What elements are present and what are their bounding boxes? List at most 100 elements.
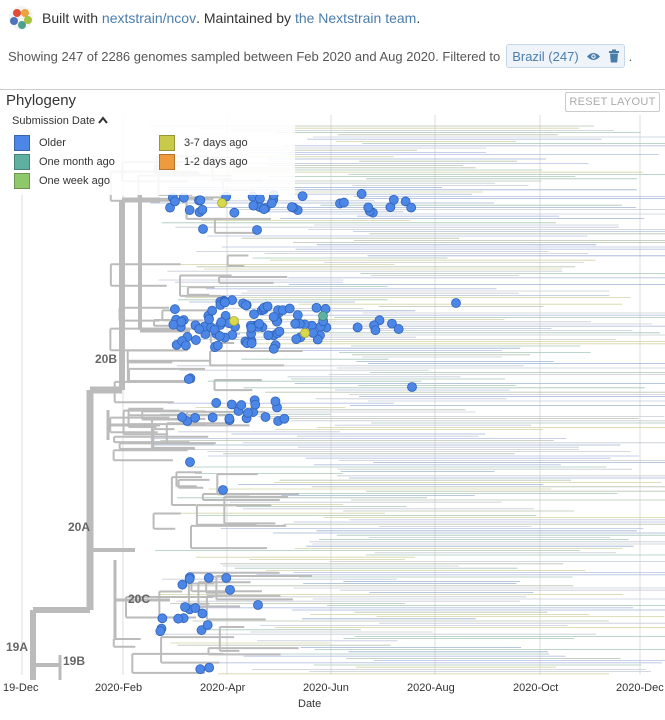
tip-circle	[249, 309, 259, 320]
date-tick-label: 19-Dec	[3, 682, 39, 694]
tip-circle	[236, 400, 247, 410]
tip-circle	[218, 485, 228, 495]
date-tick-label: 2020-Apr	[200, 682, 246, 694]
tip-circle	[197, 608, 208, 619]
axis-label: Date	[298, 698, 321, 710]
tip-circle	[224, 413, 235, 424]
legend-item-older[interactable]: Older	[14, 135, 66, 151]
clade-label: 20C	[128, 592, 150, 606]
filter-badge[interactable]: Brazil (247)	[506, 44, 625, 68]
legend-swatch	[14, 173, 30, 189]
legend-item-label: 1-2 days ago	[184, 156, 248, 168]
tip-circle	[184, 574, 195, 584]
tip-circle	[290, 318, 301, 329]
tip-circle	[177, 412, 187, 423]
legend-item-one-month[interactable]: One month ago	[14, 154, 115, 170]
tip-circle	[157, 613, 168, 624]
tip-circle	[252, 225, 262, 235]
tip-circle	[312, 334, 323, 345]
tip-circle	[284, 303, 295, 314]
tip-circle	[248, 200, 259, 211]
tip-circle	[209, 324, 220, 335]
built-with-text: Built with	[42, 10, 99, 26]
tip-circle	[198, 224, 208, 234]
date-tick-label: 2020-Jun	[303, 682, 349, 694]
tip-circle	[207, 305, 218, 316]
panel-divider	[0, 89, 665, 90]
trash-icon[interactable]	[604, 46, 624, 66]
tip-circle	[181, 340, 191, 351]
date-tick-label: 2020-Aug	[407, 682, 455, 694]
tip-circle	[266, 198, 277, 209]
tip-circle	[406, 202, 417, 213]
tip-circle	[287, 202, 297, 212]
legend-swatch	[14, 154, 30, 170]
tip-circle	[155, 626, 166, 637]
app-header: Built with nextstrain/ncov. Maintained b…	[8, 4, 420, 32]
tip-circle	[197, 204, 208, 215]
tip-circle	[216, 317, 227, 328]
tip-circle	[388, 194, 399, 205]
tip-circle	[229, 207, 240, 218]
tip-circle	[190, 412, 201, 423]
tip-circle	[173, 613, 184, 624]
tip-circle	[177, 579, 188, 590]
team-link[interactable]: the Nextstrain team	[294, 10, 417, 26]
legend-title: Submission Date	[12, 115, 96, 127]
tip-circle	[194, 324, 205, 335]
tip-circle	[176, 316, 187, 327]
legend-item-3-7-days[interactable]: 3-7 days ago	[159, 135, 248, 151]
tip-circle-recent	[217, 198, 227, 208]
build-link[interactable]: nextstrain/ncov	[101, 10, 197, 26]
tip-circle	[279, 413, 290, 424]
tip-circle	[211, 398, 222, 408]
phylogeny-tree[interactable]: 20B 20A 20C 19A 19B 19-Dec 2020-Feb 2020-Apr 202…	[0, 115, 665, 720]
summary-text: Showing 247 of 2286 genomes sampled betw…	[8, 48, 501, 64]
legend-swatch	[14, 135, 30, 151]
tip-circle	[180, 602, 190, 612]
tip-circle	[220, 297, 230, 308]
tip-circle	[183, 374, 194, 384]
maintained-by-text: . Maintained by	[196, 10, 292, 26]
tip-circle	[226, 399, 237, 410]
eye-icon[interactable]	[584, 46, 604, 66]
tip-circle	[241, 300, 251, 311]
tip-circle	[262, 301, 273, 312]
tip-circle	[207, 412, 218, 423]
legend-toggle[interactable]: Submission Date	[12, 115, 108, 127]
tip-circle	[195, 195, 206, 206]
dataset-summary: Showing 247 of 2286 genomes sampled betw…	[8, 44, 632, 68]
chevron-up-icon	[98, 116, 108, 124]
tip-circle	[255, 193, 265, 204]
tip-circle	[225, 584, 235, 595]
tip-circle	[246, 323, 257, 333]
tip-circle	[221, 572, 232, 583]
tip-circle	[260, 412, 271, 422]
tip-circle-recent	[300, 328, 310, 338]
tip-circle	[268, 343, 279, 354]
clade-label: 20B	[95, 352, 117, 366]
tip-circle	[191, 335, 201, 345]
legend-backdrop	[0, 115, 295, 195]
tip-circle	[451, 298, 461, 308]
filter-label[interactable]: Brazil (247)	[512, 48, 579, 64]
tip-circle	[253, 600, 263, 610]
tip-circle	[184, 205, 195, 215]
legend-item-1-2-days[interactable]: 1-2 days ago	[159, 154, 248, 170]
tip-circle	[400, 196, 411, 207]
tip-circle	[356, 188, 367, 199]
tip-circle	[170, 196, 180, 207]
tip-circle	[202, 620, 213, 630]
tip-circle	[204, 314, 214, 325]
panel-title: Phylogeny	[6, 92, 77, 109]
tip-circle	[254, 318, 265, 329]
tip-circle	[185, 457, 195, 467]
reset-layout-button[interactable]: RESET LAYOUT	[565, 92, 660, 112]
tip-circle	[370, 325, 381, 336]
legend-item-one-week[interactable]: One week ago	[14, 173, 110, 189]
clade-label: 19A	[6, 640, 28, 654]
tip-circle	[292, 310, 303, 320]
date-tick-label: 2020-Oct	[513, 682, 558, 694]
tip-circle	[291, 334, 302, 345]
legend-swatch	[159, 154, 175, 170]
